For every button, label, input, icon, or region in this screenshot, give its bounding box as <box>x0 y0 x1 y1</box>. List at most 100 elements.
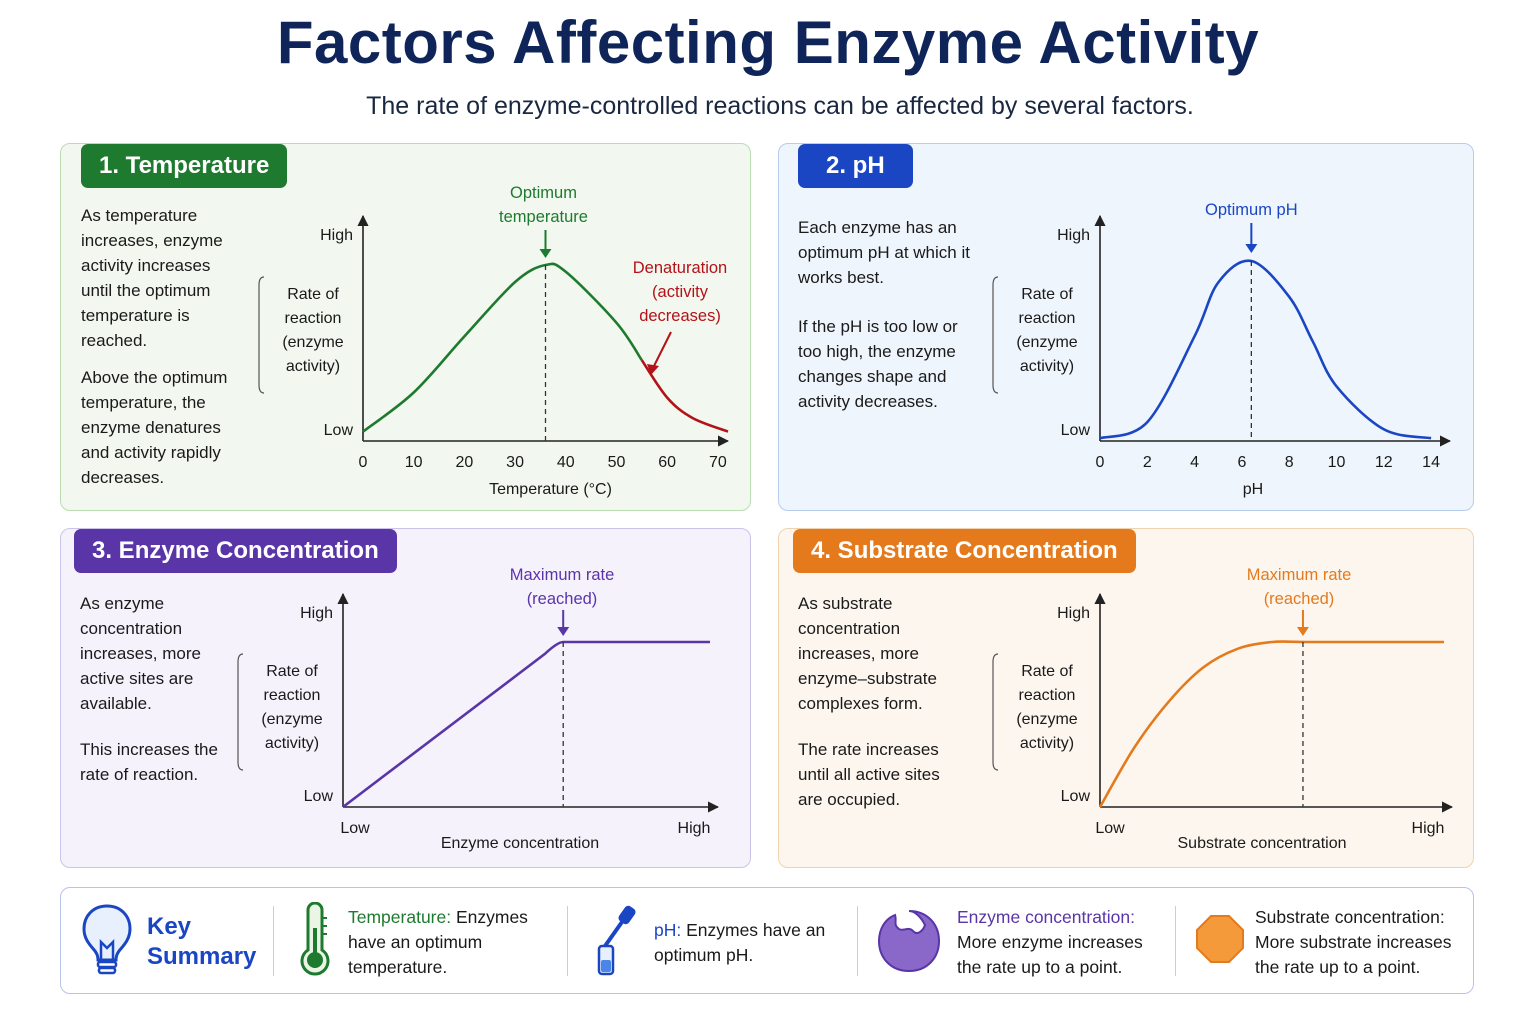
enzyme-concentration-badge: 3. Enzyme Concentration <box>74 529 397 573</box>
enzyme-icon <box>877 910 941 973</box>
summary-heading-block: Key Summary <box>79 888 279 993</box>
enzyme-curve <box>342 640 710 809</box>
temperature-curve <box>362 262 643 433</box>
x-tick-label: Low <box>340 820 370 837</box>
y-tick-label: High <box>1057 605 1090 622</box>
y-axis-label: activity) <box>265 735 319 752</box>
axis-bracket <box>992 653 999 771</box>
max-rate-arrow-head <box>557 627 570 636</box>
summary-label: Enzyme concentration: <box>957 907 1136 927</box>
summary-label: Substrate concentration: <box>1255 907 1445 927</box>
summary-heading-line: Key <box>147 913 192 940</box>
substrate-concentration-badge: 4. Substrate Concentration <box>793 529 1136 573</box>
x-axis-label: Temperature (°C) <box>489 481 612 498</box>
y-axis-label: Rate of <box>1021 286 1073 303</box>
maximum-rate-label: Maximum rate <box>510 566 615 584</box>
y-axis-label: activity) <box>1020 358 1074 375</box>
key-summary: Key Summary Temperature: Enzymes have an… <box>60 887 1474 994</box>
thermometer-icon <box>300 902 330 976</box>
y-axis-label: reaction <box>285 310 342 327</box>
summary-item-enzyme: Enzyme concentration: More enzyme increas… <box>873 888 1163 993</box>
temperature-paragraph: As temperature increases, enzyme activit… <box>81 206 223 350</box>
divider <box>567 906 568 976</box>
x-tick-label: 0 <box>1096 454 1105 471</box>
max-rate-arrow-head <box>1296 627 1309 636</box>
y-axis-label: reaction <box>264 687 321 704</box>
temperature-badge: 1. Temperature <box>81 144 288 188</box>
summary-description: Enzymes have an optimum temperature. <box>348 907 528 977</box>
y-axis-label: (enzyme <box>1016 711 1077 728</box>
denaturation-arrow-head <box>647 364 659 375</box>
y-tick-label: Low <box>324 422 354 439</box>
x-tick-label: 10 <box>405 454 423 471</box>
summary-heading-line: Summary <box>147 943 257 970</box>
x-axis-label: pH <box>1243 481 1263 498</box>
x-tick-label: High <box>1412 820 1445 837</box>
x-axis-label: Substrate concentration <box>1178 835 1347 852</box>
substrate-concentration-description: As substrate concentration increases, mo… <box>798 591 958 824</box>
summary-item-substrate: Substrate concentration: More substrate i… <box>1195 888 1465 993</box>
y-axis-label: activity) <box>1020 735 1074 752</box>
x-tick-label: 50 <box>608 454 626 471</box>
x-tick-label: 30 <box>506 454 524 471</box>
substrate-curve <box>1098 640 1444 808</box>
y-tick-label: High <box>300 605 333 622</box>
ph-paragraph: If the pH is too low or too high, the en… <box>798 317 958 411</box>
enzyme-paragraph: This increases the rate of reaction. <box>80 740 218 784</box>
optimum-arrow-head <box>539 249 552 258</box>
page-title: Factors Affecting Enzyme Activity <box>276 9 1260 76</box>
x-tick-label: High <box>678 820 711 837</box>
y-tick-label: Low <box>1061 788 1091 805</box>
enzyme-concentration-panel: 3. Enzyme Concentration As enzyme concen… <box>60 528 751 868</box>
divider <box>1175 906 1176 976</box>
x-tick-label: 12 <box>1375 454 1393 471</box>
summary-item-ph: pH: Enzymes have an optimum pH. <box>589 888 859 993</box>
temperature-panel: 1. Temperature As temperature increases,… <box>60 143 751 511</box>
maximum-rate-label: (reached) <box>527 590 598 608</box>
x-tick-label: 60 <box>658 454 676 471</box>
optimum-temperature-label: Optimum <box>510 184 577 202</box>
x-tick-label: 4 <box>1190 454 1199 471</box>
axis-bracket <box>992 276 999 394</box>
summary-heading: Key Summary <box>147 912 256 972</box>
x-tick-label: 6 <box>1237 454 1246 471</box>
x-tick-label: 14 <box>1422 454 1440 471</box>
summary-description: More enzyme increases the rate up to a p… <box>957 932 1143 977</box>
divider <box>857 906 858 976</box>
y-axis-label: (enzyme <box>261 711 322 728</box>
divider <box>273 906 274 976</box>
optimum-temperature-label: temperature <box>499 208 588 226</box>
x-tick-label: 2 <box>1143 454 1152 471</box>
summary-text: Temperature: Enzymes have an optimum tem… <box>348 905 548 980</box>
ph-badge: 2. pH <box>798 144 913 188</box>
y-tick-label: High <box>1057 227 1090 244</box>
ph-panel: 2. pH Each enzyme has an optimum pH at w… <box>778 143 1474 511</box>
summary-text: Substrate concentration: More substrate i… <box>1255 905 1465 980</box>
denaturation-label: decreases) <box>639 307 721 325</box>
axis-bracket <box>237 653 244 771</box>
summary-description: More substrate increases the rate up to … <box>1255 932 1452 977</box>
ph-curve <box>1099 259 1432 440</box>
optimum-arrow-head <box>1245 244 1258 253</box>
x-tick-label: Low <box>1095 820 1125 837</box>
substrate-paragraph: As substrate concentration increases, mo… <box>798 594 937 713</box>
x-tick-label: 40 <box>557 454 575 471</box>
y-axis-label: reaction <box>1019 687 1076 704</box>
lightbulb-icon <box>82 904 132 975</box>
x-tick-label: 0 <box>359 454 368 471</box>
summary-text: pH: Enzymes have an optimum pH. <box>654 918 844 968</box>
substrate-paragraph: The rate increases until all active site… <box>798 740 940 809</box>
denaturation-label: (activity <box>652 283 709 301</box>
ph-paragraph: Each enzyme has an optimum pH at which i… <box>798 218 970 287</box>
y-axis-label: (enzyme <box>282 334 343 351</box>
substrate-icon <box>1196 915 1244 963</box>
y-axis-label: reaction <box>1019 310 1076 327</box>
x-tick-label: 10 <box>1328 454 1346 471</box>
optimum-ph-label: Optimum pH <box>1205 201 1298 219</box>
y-tick-label: Low <box>1061 422 1091 439</box>
denaturation-arrow <box>653 331 672 367</box>
denaturation-curve <box>640 359 729 433</box>
summary-text: Enzyme concentration: More enzyme increas… <box>957 905 1157 980</box>
maximum-rate-label: (reached) <box>1264 590 1335 608</box>
